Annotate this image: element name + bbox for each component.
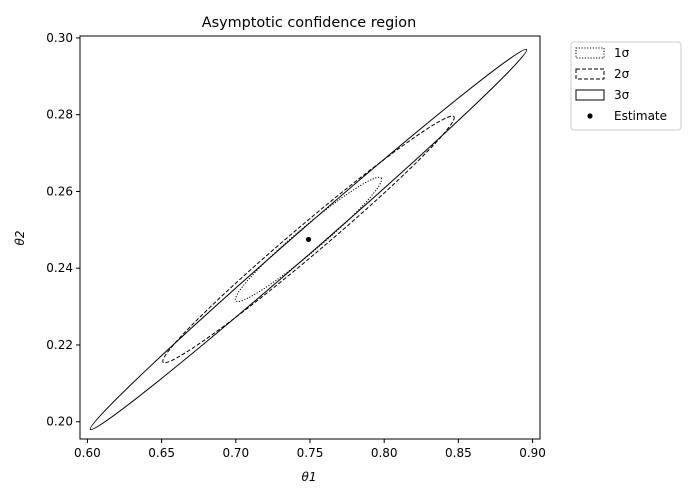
ellipse-2sigma	[162, 115, 455, 364]
chart-title: Asymptotic confidence region	[202, 15, 416, 31]
legend-label-3sigma: 3σ	[614, 88, 630, 102]
x-axis-label: θ1	[302, 470, 317, 484]
y-tick-label-5: 0.30	[46, 31, 73, 45]
estimate-point	[305, 236, 312, 243]
y-tick-label-3: 0.26	[46, 184, 73, 198]
legend-label-estimate: Estimate	[614, 109, 667, 123]
y-tick-label-2: 0.24	[46, 261, 73, 275]
x-tick-label-1: 0.65	[148, 446, 175, 460]
legend-label-1sigma: 1σ	[614, 46, 630, 60]
y-tick-label-4: 0.28	[46, 108, 73, 122]
x-tick-label-0: 0.60	[74, 446, 101, 460]
y-tick-label-0: 0.20	[46, 415, 73, 429]
y-tick-label-1: 0.22	[46, 338, 73, 352]
legend-swatch-1sigma	[575, 47, 605, 59]
plot-area	[79, 35, 541, 440]
legend-swatch-2sigma	[575, 68, 605, 80]
legend-box	[570, 41, 682, 131]
ellipse-1sigma	[234, 176, 383, 303]
legend-label-2sigma: 2σ	[614, 67, 630, 81]
legend: 1σ 2σ 3σ Estimate	[570, 41, 682, 131]
x-tick-label-3: 0.75	[297, 446, 324, 460]
legend-swatch-3sigma	[575, 89, 605, 101]
x-tick-label-6: 0.90	[519, 446, 546, 460]
legend-marker-estimate	[587, 113, 593, 119]
x-axis: 0.60 0.65 0.70 0.75 0.80 0.85 0.90	[74, 439, 546, 460]
y-axis: 0.20 0.22 0.24 0.26 0.28 0.30	[46, 31, 80, 429]
y-axis-label: θ2	[13, 231, 27, 246]
x-tick-label-2: 0.70	[222, 446, 249, 460]
x-tick-label-4: 0.80	[371, 446, 398, 460]
ellipse-3sigma	[89, 48, 528, 431]
x-tick-label-5: 0.85	[445, 446, 472, 460]
